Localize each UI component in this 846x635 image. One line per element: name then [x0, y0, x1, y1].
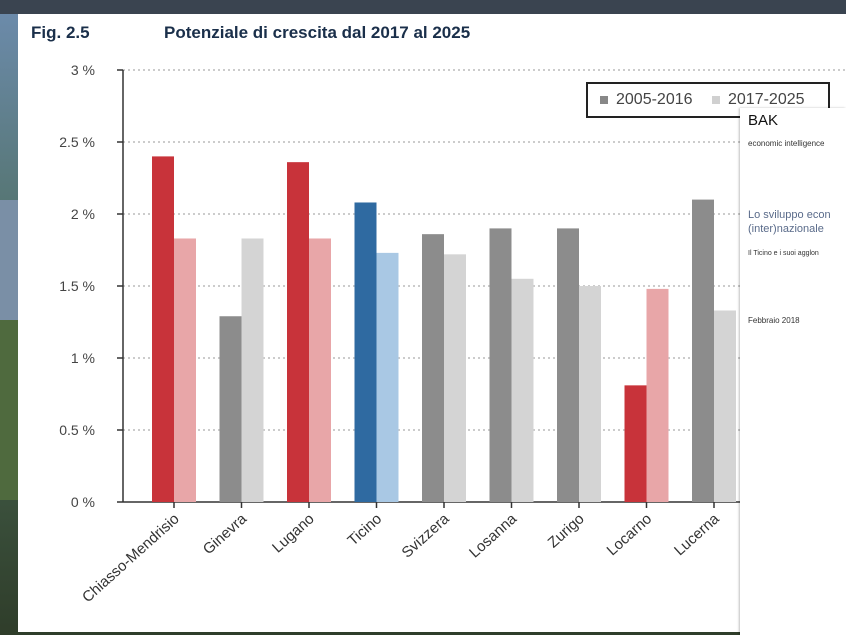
bar-zurigo-2017-2025 — [579, 286, 601, 502]
document-subheading: Il Ticino e i suoi agglon — [748, 250, 819, 257]
y-tick-label: 3 % — [71, 62, 95, 78]
legend-label: 2005-2016 — [616, 91, 693, 108]
bar-chiasso-mendrisio-2017-2025 — [174, 238, 196, 503]
bar-lucerna-2005-2016 — [692, 199, 714, 502]
x-tick-label: Lucerna — [671, 510, 723, 559]
bar-ginevra-2005-2016 — [219, 316, 242, 502]
legend-swatch-2017-2025 — [712, 95, 720, 104]
chart-title: Potenziale di crescita dal 2017 al 2025 — [164, 23, 471, 42]
bar-lucerna-2017-2025 — [714, 310, 736, 502]
legend-label: 2017-2025 — [728, 91, 805, 108]
x-tick-label: Locarno — [604, 510, 656, 559]
x-tick-label: Svizzera — [399, 510, 454, 562]
document-heading-line: (inter)nazionale — [748, 223, 824, 235]
overlay-document-window[interactable]: BAK economic intelligence Lo sviluppo ec… — [740, 108, 846, 635]
document-tagline: economic intelligence — [748, 139, 825, 148]
bars — [152, 156, 736, 503]
bar-locarno-2005-2016 — [624, 385, 647, 502]
figure-label: Fig. 2.5 — [31, 23, 90, 42]
document-title: BAK — [748, 112, 779, 129]
document-date: Febbraio 2018 — [748, 316, 800, 325]
x-tick-label: Ticino — [344, 510, 385, 549]
y-tick-label: 1.5 % — [59, 278, 95, 294]
legend-item-2005-2016: 2005-2016 — [600, 91, 693, 109]
x-axis-labels: Chiasso-Mendrisio Ginevra Lugano Ticino Sviz… — [79, 502, 790, 606]
bar-svizzera-2017-2025 — [444, 254, 466, 502]
x-tick-label: Zurigo — [545, 510, 588, 551]
x-tick-label: Losanna — [466, 510, 521, 562]
x-tick-label: Lugano — [269, 510, 318, 556]
bar-losanna-2005-2016 — [489, 228, 512, 502]
y-axis-ticks: 0 % 0.5 % 1 % 1.5 % 2 % 2.5 % 3 % — [59, 62, 123, 510]
bar-chiasso-mendrisio-2005-2016 — [152, 156, 174, 502]
legend-swatch-2005-2016 — [600, 95, 608, 104]
bar-ticino-2005-2016 — [354, 202, 377, 503]
y-tick-label: 1 % — [71, 350, 95, 366]
y-tick-label: 0 % — [71, 494, 95, 510]
legend-item-2017-2025: 2017-2025 — [712, 91, 805, 109]
bar-svizzera-2005-2016 — [422, 234, 444, 502]
bar-ticino-2017-2025 — [376, 252, 399, 502]
x-tick-label: Ginevra — [200, 510, 251, 558]
bar-zurigo-2005-2016 — [557, 228, 579, 502]
bar-lugano-2017-2025 — [309, 238, 331, 503]
y-tick-label: 0.5 % — [59, 422, 95, 438]
y-tick-label: 2.5 % — [59, 134, 95, 150]
bar-losanna-2017-2025 — [511, 278, 534, 502]
bar-ginevra-2017-2025 — [241, 238, 264, 503]
document-heading: Lo sviluppo econ (inter)nazionale — [748, 208, 831, 236]
document-heading-line: Lo sviluppo econ — [748, 209, 831, 221]
bar-lugano-2005-2016 — [287, 162, 309, 502]
y-tick-label: 2 % — [71, 206, 95, 222]
bar-locarno-2017-2025 — [646, 288, 669, 502]
x-tick-label: Chiasso-Mendrisio — [79, 510, 183, 606]
